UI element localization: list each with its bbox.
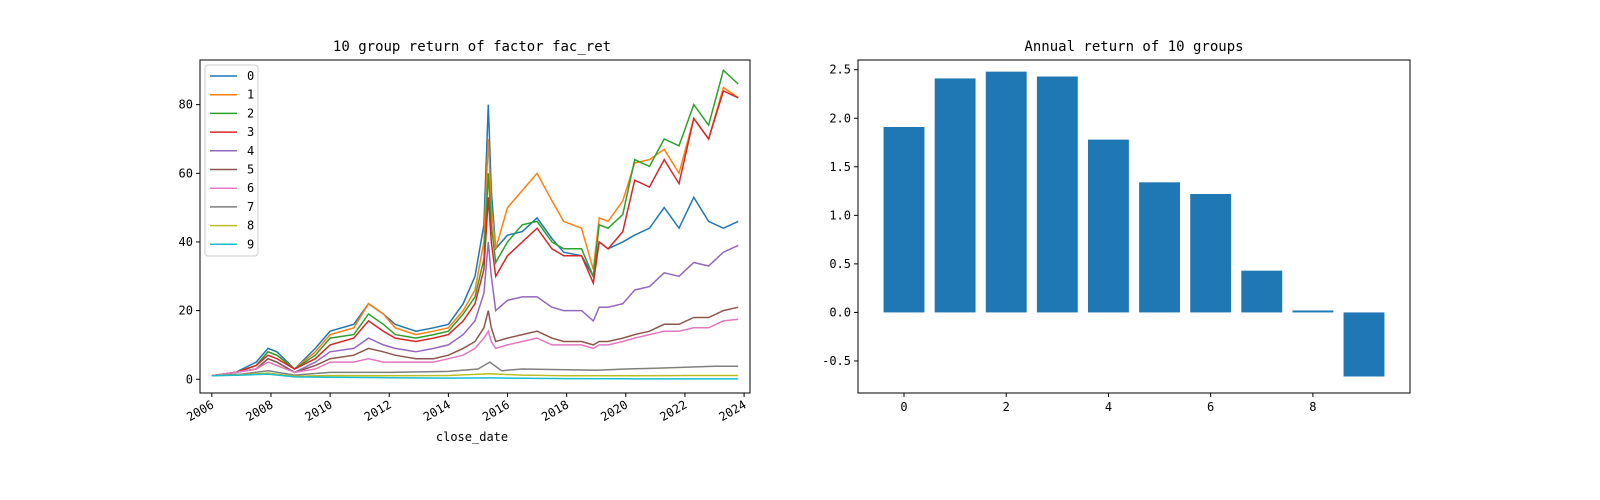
line-series-8 — [211, 372, 739, 377]
line-x-axis-label: close_date — [436, 430, 508, 444]
x-tick-label: 2008 — [243, 397, 275, 424]
bar-8 — [1292, 310, 1334, 313]
legend-label: 0 — [247, 69, 254, 83]
x-tick-label: 2 — [1003, 400, 1010, 414]
x-tick-label: 2010 — [303, 397, 335, 424]
line-series-group — [211, 68, 739, 380]
legend-label: 3 — [247, 125, 254, 139]
line-series-3 — [211, 89, 739, 377]
line-series-4 — [211, 241, 739, 377]
bar-1 — [934, 78, 976, 313]
y-tick-label: 40 — [179, 235, 193, 249]
bar-0 — [883, 126, 925, 313]
legend-label: 2 — [247, 106, 254, 120]
y-tick-label: 0.0 — [829, 305, 851, 319]
line-series-5 — [211, 306, 739, 377]
x-tick-label: 0 — [900, 400, 907, 414]
line-chart-title: 10 group return of factor fac_ret — [333, 39, 611, 55]
bar-5 — [1139, 182, 1180, 313]
legend-label: 8 — [247, 219, 254, 233]
legend-label: 4 — [247, 144, 254, 158]
bar-plot-frame — [857, 59, 1411, 394]
bar-7 — [1241, 270, 1283, 313]
x-tick-label: 2016 — [480, 397, 512, 424]
legend-label: 9 — [247, 237, 254, 251]
bar-y-ticks: -0.5 0.0 0.5 1.0 1.5 2.0 2.5 — [822, 63, 858, 368]
line-series-1 — [211, 86, 739, 377]
legend-label: 6 — [247, 181, 254, 195]
x-tick-label: 2020 — [598, 397, 630, 424]
bar-6 — [1190, 193, 1232, 313]
line-y-ticks: 0 20 40 60 80 — [179, 98, 200, 386]
y-tick-label: 80 — [179, 98, 193, 112]
y-tick-label: 0 — [186, 372, 193, 386]
bar-4 — [1088, 139, 1129, 313]
x-tick-label: 8 — [1309, 400, 1316, 414]
x-tick-label: 6 — [1207, 400, 1214, 414]
y-tick-label: 2.0 — [829, 111, 851, 125]
x-tick-label: 2006 — [184, 397, 216, 424]
x-tick-label: 2018 — [539, 397, 571, 424]
x-tick-label: 4 — [1105, 400, 1112, 414]
y-tick-label: 60 — [179, 166, 193, 180]
line-series-9 — [211, 373, 739, 380]
line-series-0 — [211, 104, 739, 377]
bar-chart-title: Annual return of 10 groups — [1024, 39, 1243, 55]
line-legend: 0 1 2 3 4 5 6 7 8 9 — [204, 64, 259, 257]
line-plot-frame — [199, 59, 751, 394]
line-chart: 10 group return of factor fac_ret 2006 20… — [179, 39, 751, 444]
y-tick-label: 1.0 — [829, 208, 851, 222]
y-tick-label: 1.5 — [829, 160, 851, 174]
bar-x-ticks: 0 2 4 6 8 — [900, 393, 1317, 414]
y-tick-label: -0.5 — [822, 354, 851, 368]
bar-group — [883, 71, 1385, 377]
y-tick-label: 0.5 — [829, 257, 851, 271]
bar-9 — [1343, 312, 1385, 377]
line-x-ticks: 2006 2008 2010 2012 2014 2016 2018 2020 2022 2024 — [184, 393, 749, 424]
line-series-7 — [211, 361, 739, 377]
line-series-2 — [211, 68, 739, 377]
x-tick-label: 2024 — [717, 397, 749, 424]
line-series-6 — [211, 318, 739, 377]
bar-chart: Annual return of 10 groups 0 2 4 6 8 -0.5 0.0… — [822, 39, 1411, 414]
x-tick-label: 2022 — [657, 397, 689, 424]
y-tick-label: 2.5 — [829, 63, 851, 77]
legend-label: 7 — [247, 200, 254, 214]
legend-label: 1 — [247, 88, 254, 102]
y-tick-label: 20 — [179, 304, 193, 318]
bar-2 — [985, 71, 1027, 313]
bar-3 — [1036, 76, 1078, 313]
x-tick-label: 2014 — [421, 397, 453, 424]
x-tick-label: 2012 — [362, 397, 394, 424]
legend-label: 5 — [247, 163, 254, 177]
